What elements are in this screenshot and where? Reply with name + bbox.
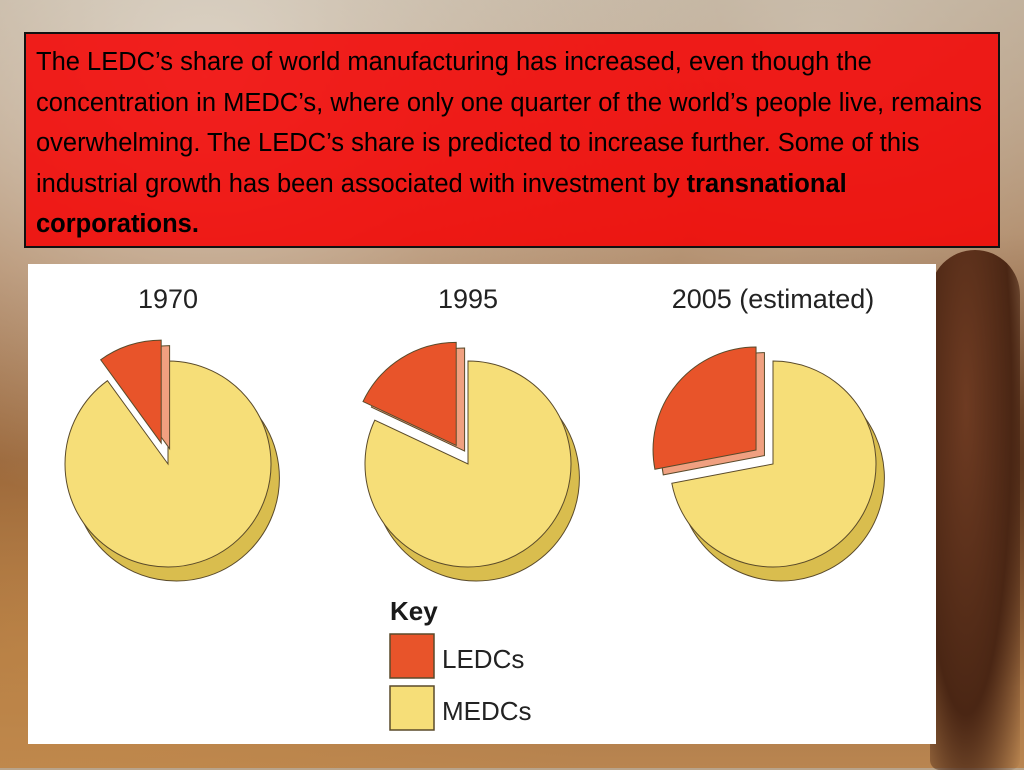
pie-chart-panel: 1970 1995 2005 (estimated) Key LEDCs MEDCs xyxy=(28,264,936,744)
chart-title-1: 1995 xyxy=(438,284,498,314)
ledc-slice-0 xyxy=(99,339,162,445)
key-title: Key xyxy=(390,596,438,626)
ledc-slice-1 xyxy=(362,341,457,447)
medc-slice-1 xyxy=(364,360,572,568)
chart-title-0: 1970 xyxy=(138,284,198,314)
medc-slice-0 xyxy=(64,360,272,568)
description-bold-text: transnational corporations. xyxy=(36,169,847,239)
background-figure xyxy=(930,250,1020,770)
ledc-slice-2 xyxy=(652,346,757,470)
description-text-box: The LEDC’s share of world manufacturing … xyxy=(24,32,1000,248)
chart-title-2: 2005 (estimated) xyxy=(672,284,875,314)
legend-label-ledcs: LEDCs xyxy=(442,644,524,674)
legend-swatch-medcs xyxy=(389,685,435,731)
legend-label-medcs: MEDCs xyxy=(442,696,532,726)
legend-swatch-ledcs xyxy=(389,633,435,679)
medc-slice-2 xyxy=(671,360,877,568)
description-text: The LEDC’s share of world manufacturing … xyxy=(36,48,982,198)
